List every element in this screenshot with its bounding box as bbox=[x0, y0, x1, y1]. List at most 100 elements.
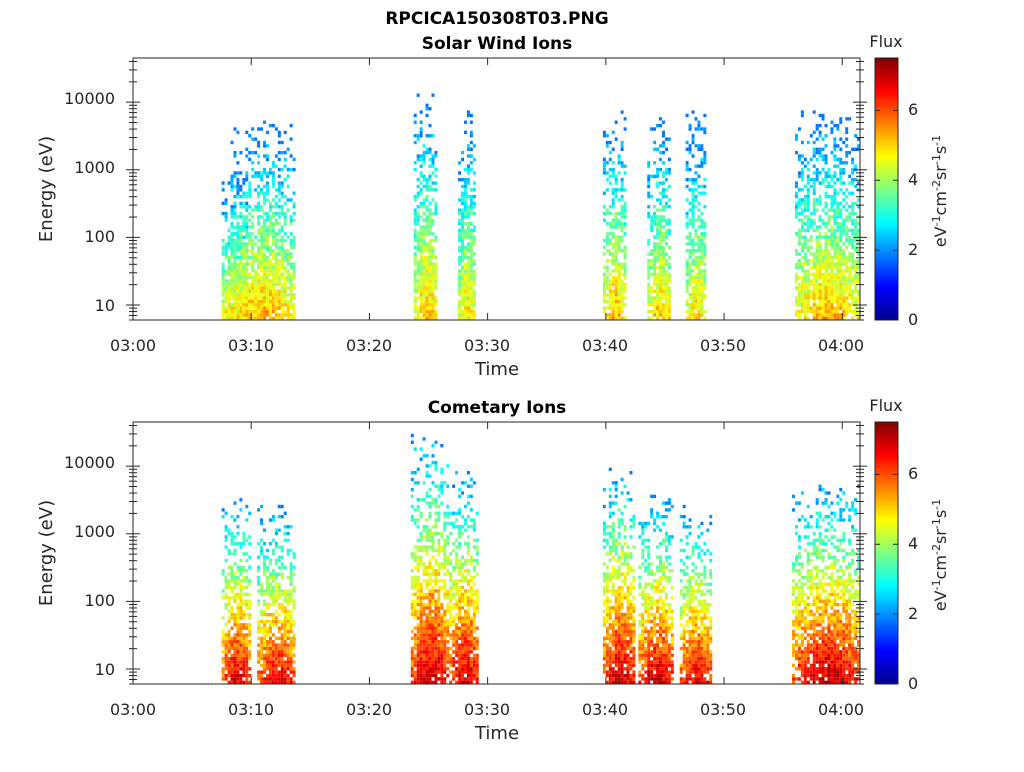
heatmap-cell bbox=[260, 643, 263, 646]
heatmap-cell bbox=[618, 596, 621, 599]
heatmap-cell bbox=[275, 528, 278, 531]
heatmap-cell bbox=[414, 229, 417, 232]
heatmap-cell bbox=[260, 552, 263, 555]
heatmap-cell bbox=[618, 225, 621, 228]
heatmap-cell bbox=[662, 283, 665, 286]
heatmap-cell bbox=[836, 229, 839, 232]
heatmap-cell bbox=[851, 310, 854, 313]
heatmap-cell bbox=[461, 202, 464, 205]
heatmap-cell bbox=[458, 161, 461, 164]
heatmap-cell bbox=[257, 259, 260, 262]
heatmap-cell bbox=[801, 256, 804, 259]
heatmap-cell bbox=[251, 168, 254, 171]
heatmap-cell bbox=[449, 633, 452, 636]
heatmap-cell bbox=[801, 306, 804, 309]
heatmap-cell bbox=[612, 623, 615, 626]
heatmap-cell bbox=[656, 246, 659, 249]
heatmap-cell bbox=[248, 306, 251, 309]
heatmap-cell bbox=[233, 252, 236, 255]
heatmap-cell bbox=[242, 647, 245, 650]
heatmap-cell bbox=[290, 630, 293, 633]
heatmap-cell bbox=[470, 576, 473, 579]
heatmap-cell bbox=[278, 660, 281, 663]
heatmap-cell bbox=[854, 134, 857, 137]
heatmap-cell bbox=[697, 293, 700, 296]
heatmap-cell bbox=[827, 303, 830, 306]
heatmap-cell bbox=[293, 633, 296, 636]
heatmap-cell bbox=[242, 300, 245, 303]
heatmap-cell bbox=[222, 667, 225, 670]
heatmap-cell bbox=[452, 637, 455, 640]
heatmap-cell bbox=[251, 161, 254, 164]
heatmap-cell bbox=[795, 185, 798, 188]
heatmap-cell bbox=[293, 266, 296, 269]
heatmap-cell bbox=[609, 317, 612, 320]
heatmap-cell bbox=[470, 293, 473, 296]
heatmap-cell bbox=[700, 269, 703, 272]
heatmap-cell bbox=[836, 252, 839, 255]
heatmap-cell bbox=[807, 306, 810, 309]
heatmap-cell bbox=[813, 151, 816, 154]
heatmap-cell bbox=[429, 313, 432, 316]
heatmap-cell bbox=[621, 178, 624, 181]
heatmap-cell bbox=[473, 559, 476, 562]
heatmap-cell bbox=[656, 208, 659, 211]
heatmap-cell bbox=[470, 664, 473, 667]
heatmap-cell bbox=[437, 620, 440, 623]
heatmap-cell bbox=[245, 263, 248, 266]
heatmap-cell bbox=[798, 235, 801, 238]
heatmap-cell bbox=[257, 623, 260, 626]
heatmap-cell bbox=[231, 589, 234, 592]
heatmap-cell bbox=[434, 660, 437, 663]
heatmap-cell bbox=[248, 212, 251, 215]
heatmap-cell bbox=[833, 239, 836, 242]
heatmap-cell bbox=[467, 195, 470, 198]
heatmap-cell bbox=[618, 610, 621, 613]
heatmap-cell bbox=[470, 593, 473, 596]
heatmap-cell bbox=[242, 279, 245, 282]
heatmap-cell bbox=[417, 633, 420, 636]
heatmap-cell bbox=[423, 303, 426, 306]
heatmap-cell bbox=[260, 293, 263, 296]
heatmap-cell bbox=[798, 232, 801, 235]
heatmap-cell bbox=[437, 593, 440, 596]
y-tick-label: 1000 bbox=[74, 158, 115, 177]
heatmap-cell bbox=[245, 215, 248, 218]
heatmap-cell bbox=[266, 229, 269, 232]
heatmap-cell bbox=[703, 205, 706, 208]
heatmap-cell bbox=[248, 290, 251, 293]
heatmap-cell bbox=[411, 654, 414, 657]
heatmap-cell bbox=[836, 205, 839, 208]
heatmap-cell bbox=[662, 259, 665, 262]
heatmap-cell bbox=[822, 283, 825, 286]
heatmap-cell bbox=[278, 664, 281, 667]
heatmap-cell bbox=[245, 296, 248, 299]
heatmap-cell bbox=[414, 222, 417, 225]
heatmap-cell bbox=[612, 539, 615, 542]
heatmap-cell bbox=[293, 276, 296, 279]
heatmap-cell bbox=[281, 168, 284, 171]
heatmap-cell bbox=[417, 279, 420, 282]
heatmap-cell bbox=[624, 188, 627, 191]
heatmap-cell bbox=[470, 556, 473, 559]
heatmap-cell bbox=[606, 589, 609, 592]
heatmap-cell bbox=[426, 569, 429, 572]
heatmap-cell bbox=[603, 192, 606, 195]
heatmap-cell bbox=[278, 627, 281, 630]
heatmap-cell bbox=[417, 266, 420, 269]
heatmap-cell bbox=[293, 303, 296, 306]
heatmap-cell bbox=[446, 667, 449, 670]
heatmap-cell bbox=[239, 623, 242, 626]
heatmap-cell bbox=[443, 566, 446, 569]
heatmap-cell bbox=[621, 215, 624, 218]
heatmap-cell bbox=[854, 225, 857, 228]
heatmap-cell bbox=[845, 239, 848, 242]
heatmap-cell bbox=[236, 188, 239, 191]
heatmap-cell bbox=[272, 310, 275, 313]
heatmap-cell bbox=[703, 286, 706, 289]
heatmap-cell bbox=[437, 512, 440, 515]
heatmap-cell bbox=[700, 225, 703, 228]
heatmap-cell bbox=[431, 300, 434, 303]
heatmap-cell bbox=[248, 599, 251, 602]
heatmap-cell bbox=[263, 643, 266, 646]
